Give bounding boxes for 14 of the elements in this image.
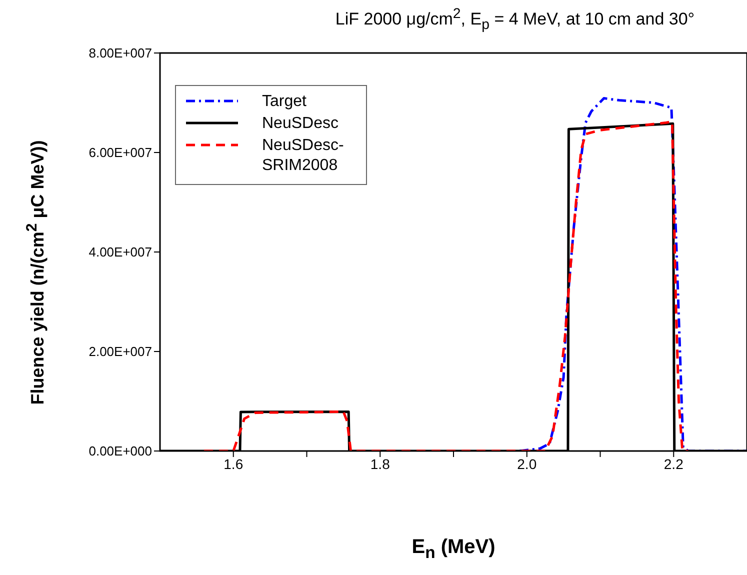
legend-label: NeuSDesc-SRIM2008 (262, 136, 345, 176)
x-axis-title: E$_{n}$ (MeV) (410, 536, 496, 563)
x-tick-label: 1.6 (224, 456, 244, 472)
y-tick-label: 8.00E+007 (88, 46, 152, 61)
y-tick-label: 4.00E+007 (88, 244, 152, 260)
y-tick-label: 0.00E+000 (88, 444, 152, 459)
x-tick-label: 1.8 (370, 456, 390, 472)
legend-label: Target (262, 92, 308, 112)
x-tick-label: 2.2 (664, 456, 684, 472)
chart-title: LiF 2000 μg/cm$^{2}$, E$_{p}$ = 4 MeV, at 10 cm and 30° (334, 6, 696, 34)
legend-label: NeuSDesc (262, 114, 340, 134)
x-tick-label: 2.0 (517, 456, 537, 472)
y-tick-label: 6.00E+007 (88, 145, 152, 160)
y-tick-label: 2.00E+007 (88, 344, 152, 360)
